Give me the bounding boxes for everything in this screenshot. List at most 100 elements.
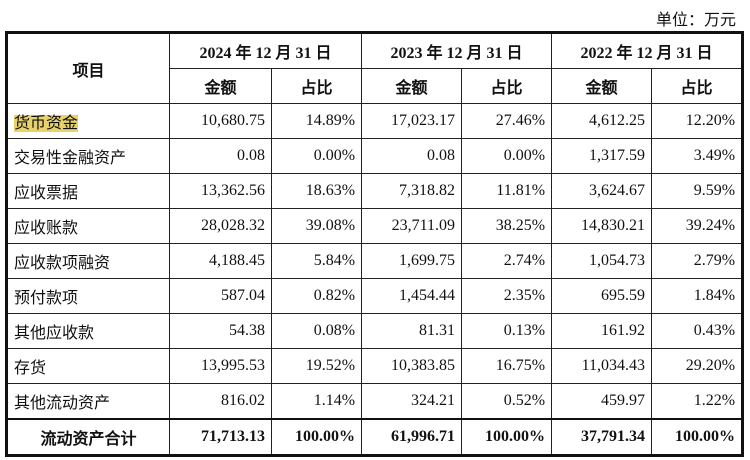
ratio-cell: 12.20% — [651, 103, 744, 139]
amount-cell: 4,188.45 — [169, 243, 272, 279]
ratio-cell: 0.08% — [270, 313, 363, 349]
amount-cell: 1,699.75 — [361, 243, 463, 279]
ratio-cell: 0.00% — [461, 138, 553, 174]
table-row: 应收票据 13,362.56 18.63% 7,318.82 11.81% 3,624.6… — [6, 173, 744, 209]
ratio-header: 占比 — [651, 68, 744, 104]
row-label-text: 应收票据 — [14, 185, 79, 202]
row-label-text: 流动资产合计 — [40, 431, 137, 448]
table-row: 应收账款 28,028.32 39.08% 23,711.09 38.25% 14,830… — [6, 208, 744, 244]
amount-cell: 13,362.56 — [169, 173, 272, 209]
ratio-cell: 100.00% — [270, 418, 363, 456]
amount-cell: 161.92 — [551, 313, 653, 349]
table-row: 其他应收款 54.38 0.08% 81.31 0.13% 161.92 0.43% — [6, 313, 744, 349]
ratio-cell: 29.20% — [651, 348, 744, 384]
ratio-cell: 14.89% — [270, 103, 363, 139]
table-row: 交易性金融资产 0.08 0.00% 0.08 0.00% 1,317.59 3.49% — [6, 138, 744, 174]
ratio-cell: 2.35% — [461, 278, 553, 314]
row-label-text: 货币资金 — [14, 115, 79, 132]
amount-cell: 0.08 — [361, 138, 463, 174]
row-label: 货币资金 — [6, 103, 170, 139]
ratio-cell: 0.13% — [461, 313, 553, 349]
total-row: 流动资产合计 71,713.13 100.00% 61,996.71 100.00% 37… — [6, 418, 744, 456]
row-label-text: 其他应收款 — [14, 325, 95, 342]
amount-cell: 81.31 — [361, 313, 463, 349]
ratio-cell: 2.74% — [461, 243, 553, 279]
ratio-cell: 5.84% — [270, 243, 363, 279]
current-assets-table: 项目 2024 年 12 月 31 日 2023 年 12 月 31 日 202… — [5, 31, 745, 457]
amount-cell: 61,996.71 — [361, 418, 463, 456]
ratio-cell: 38.25% — [461, 208, 553, 244]
ratio-cell: 3.49% — [651, 138, 744, 174]
row-label: 预付款项 — [6, 278, 170, 314]
ratio-header: 占比 — [270, 68, 363, 104]
period-header-2022: 2022 年 12 月 31 日 — [551, 32, 744, 69]
ratio-header: 占比 — [461, 68, 553, 104]
ratio-cell: 39.08% — [270, 208, 363, 244]
row-label: 其他应收款 — [6, 313, 170, 349]
amount-cell: 1,454.44 — [361, 278, 463, 314]
row-label: 流动资产合计 — [6, 418, 170, 456]
amount-cell: 10,383.85 — [361, 348, 463, 384]
amount-header: 金额 — [361, 68, 463, 104]
amount-cell: 10,680.75 — [169, 103, 272, 139]
amount-cell: 37,791.34 — [551, 418, 653, 456]
ratio-cell: 27.46% — [461, 103, 553, 139]
amount-cell: 23,711.09 — [361, 208, 463, 244]
ratio-cell: 39.24% — [651, 208, 744, 244]
amount-header: 金额 — [551, 68, 653, 104]
amount-cell: 13,995.53 — [169, 348, 272, 384]
row-label-text: 存货 — [14, 360, 47, 377]
amount-cell: 28,028.32 — [169, 208, 272, 244]
table-row: 其他流动资产 816.02 1.14% 324.21 0.52% 459.97 1.22% — [6, 383, 744, 420]
ratio-cell: 0.00% — [270, 138, 363, 174]
row-label-text: 其他流动资产 — [14, 395, 111, 412]
ratio-cell: 11.81% — [461, 173, 553, 209]
item-header: 项目 — [6, 32, 170, 104]
amount-cell: 17,023.17 — [361, 103, 463, 139]
ratio-cell: 16.75% — [461, 348, 553, 384]
period-header-2023: 2023 年 12 月 31 日 — [361, 32, 553, 69]
amount-cell: 71,713.13 — [169, 418, 272, 456]
amount-cell: 3,624.67 — [551, 173, 653, 209]
amount-cell: 11,034.43 — [551, 348, 653, 384]
ratio-cell: 0.82% — [270, 278, 363, 314]
period-header-2024: 2024 年 12 月 31 日 — [168, 32, 363, 69]
amount-cell: 0.08 — [169, 138, 272, 174]
unit-label: 单位：万元 — [655, 10, 736, 29]
amount-cell: 54.38 — [169, 313, 272, 349]
row-label: 应收款项融资 — [6, 243, 170, 279]
ratio-cell: 1.84% — [651, 278, 744, 314]
ratio-cell: 100.00% — [651, 418, 744, 456]
amount-cell: 1,054.73 — [551, 243, 653, 279]
amount-cell: 816.02 — [169, 383, 272, 420]
ratio-cell: 0.43% — [651, 313, 744, 349]
amount-cell: 1,317.59 — [551, 138, 653, 174]
table-row: 应收款项融资 4,188.45 5.84% 1,699.75 2.74% 1,054.73… — [6, 243, 744, 279]
row-label-text: 应收账款 — [14, 220, 79, 237]
table-row: 货币资金 10,680.75 14.89% 17,023.17 27.46% 4,612.… — [6, 103, 744, 139]
amount-cell: 7,318.82 — [361, 173, 463, 209]
ratio-cell: 18.63% — [270, 173, 363, 209]
amount-cell: 695.59 — [551, 278, 653, 314]
row-label-text: 预付款项 — [14, 290, 79, 307]
amount-cell: 4,612.25 — [551, 103, 653, 139]
row-label-text: 交易性金融资产 — [14, 150, 127, 167]
row-label: 交易性金融资产 — [6, 138, 170, 174]
amount-cell: 324.21 — [361, 383, 463, 420]
ratio-cell: 9.59% — [651, 173, 744, 209]
ratio-cell: 100.00% — [461, 418, 553, 456]
row-label: 其他流动资产 — [6, 383, 170, 420]
ratio-cell: 1.14% — [270, 383, 363, 420]
ratio-cell: 2.79% — [651, 243, 744, 279]
row-label: 存货 — [6, 348, 170, 384]
row-label: 应收账款 — [6, 208, 170, 244]
table-row: 存货 13,995.53 19.52% 10,383.85 16.75% 11,034.4… — [6, 348, 744, 384]
table-row: 预付款项 587.04 0.82% 1,454.44 2.35% 695.59 1.84% — [6, 278, 744, 314]
amount-cell: 587.04 — [169, 278, 272, 314]
amount-cell: 14,830.21 — [551, 208, 653, 244]
ratio-cell: 19.52% — [270, 348, 363, 384]
ratio-cell: 0.52% — [461, 383, 553, 420]
amount-header: 金额 — [169, 68, 272, 104]
ratio-cell: 1.22% — [651, 383, 744, 420]
row-label: 应收票据 — [6, 173, 170, 209]
